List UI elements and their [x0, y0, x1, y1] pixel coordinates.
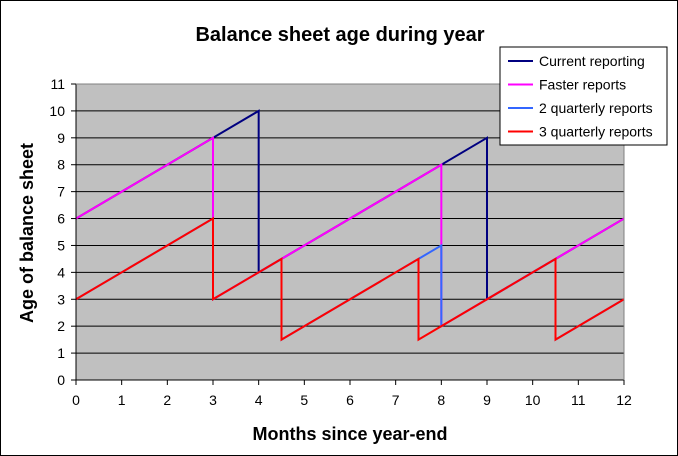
- legend-label-2: Faster reports: [539, 77, 626, 93]
- series-layer: [75, 109, 625, 342]
- y-tick-label-11: 11: [50, 76, 65, 92]
- x-tick-label-11: 11: [571, 392, 586, 408]
- x-tick-label-5: 5: [300, 392, 308, 408]
- x-tick-label-10: 10: [525, 392, 541, 408]
- y-tick-label-10: 10: [49, 103, 65, 119]
- x-tick-label-6: 6: [346, 392, 354, 408]
- y-tick-labels: 0 1 2 3 4 5 6 7 8 9 10 11: [49, 76, 65, 388]
- y-tick-label-6: 6: [57, 211, 65, 227]
- legend-label-1: Current reporting: [539, 53, 645, 69]
- y-tick-label-7: 7: [57, 184, 65, 200]
- x-tick-labels: 0 1 2 3 4 5 6 7 8 9 10 11 12: [72, 392, 632, 408]
- x-tick-label-8: 8: [437, 392, 445, 408]
- y-tick-label-9: 9: [57, 130, 65, 146]
- x-tick-label-0: 0: [72, 392, 80, 408]
- y-tick-label-8: 8: [57, 157, 65, 173]
- x-tick-label-2: 2: [163, 392, 171, 408]
- y-tick-label-3: 3: [57, 291, 65, 307]
- legend: Current reporting Faster reports 2 quarter…: [499, 46, 668, 146]
- y-tick-label-2: 2: [57, 318, 65, 334]
- x-axis-title: Months since year-end: [252, 424, 447, 444]
- y-tick-label-5: 5: [57, 237, 65, 253]
- x-tick-label-12: 12: [616, 392, 632, 408]
- legend-label-4: 3 quarterly reports: [539, 124, 653, 140]
- legend-label-3: 2 quarterly reports: [539, 100, 653, 116]
- y-tick-label-0: 0: [57, 372, 65, 388]
- x-tick-label-7: 7: [392, 392, 400, 408]
- x-tick-label-3: 3: [209, 392, 217, 408]
- series-line-4: [75, 216, 625, 342]
- chart-title: Balance sheet age during year: [195, 24, 484, 46]
- legend-box: [499, 46, 668, 146]
- y-tick-label-1: 1: [57, 345, 65, 361]
- x-tick-label-4: 4: [255, 392, 263, 408]
- x-tick-label-1: 1: [118, 392, 126, 408]
- y-tick-label-4: 4: [57, 264, 65, 280]
- x-tick-label-9: 9: [483, 392, 491, 408]
- y-axis-title: Age of balance sheet: [17, 143, 37, 323]
